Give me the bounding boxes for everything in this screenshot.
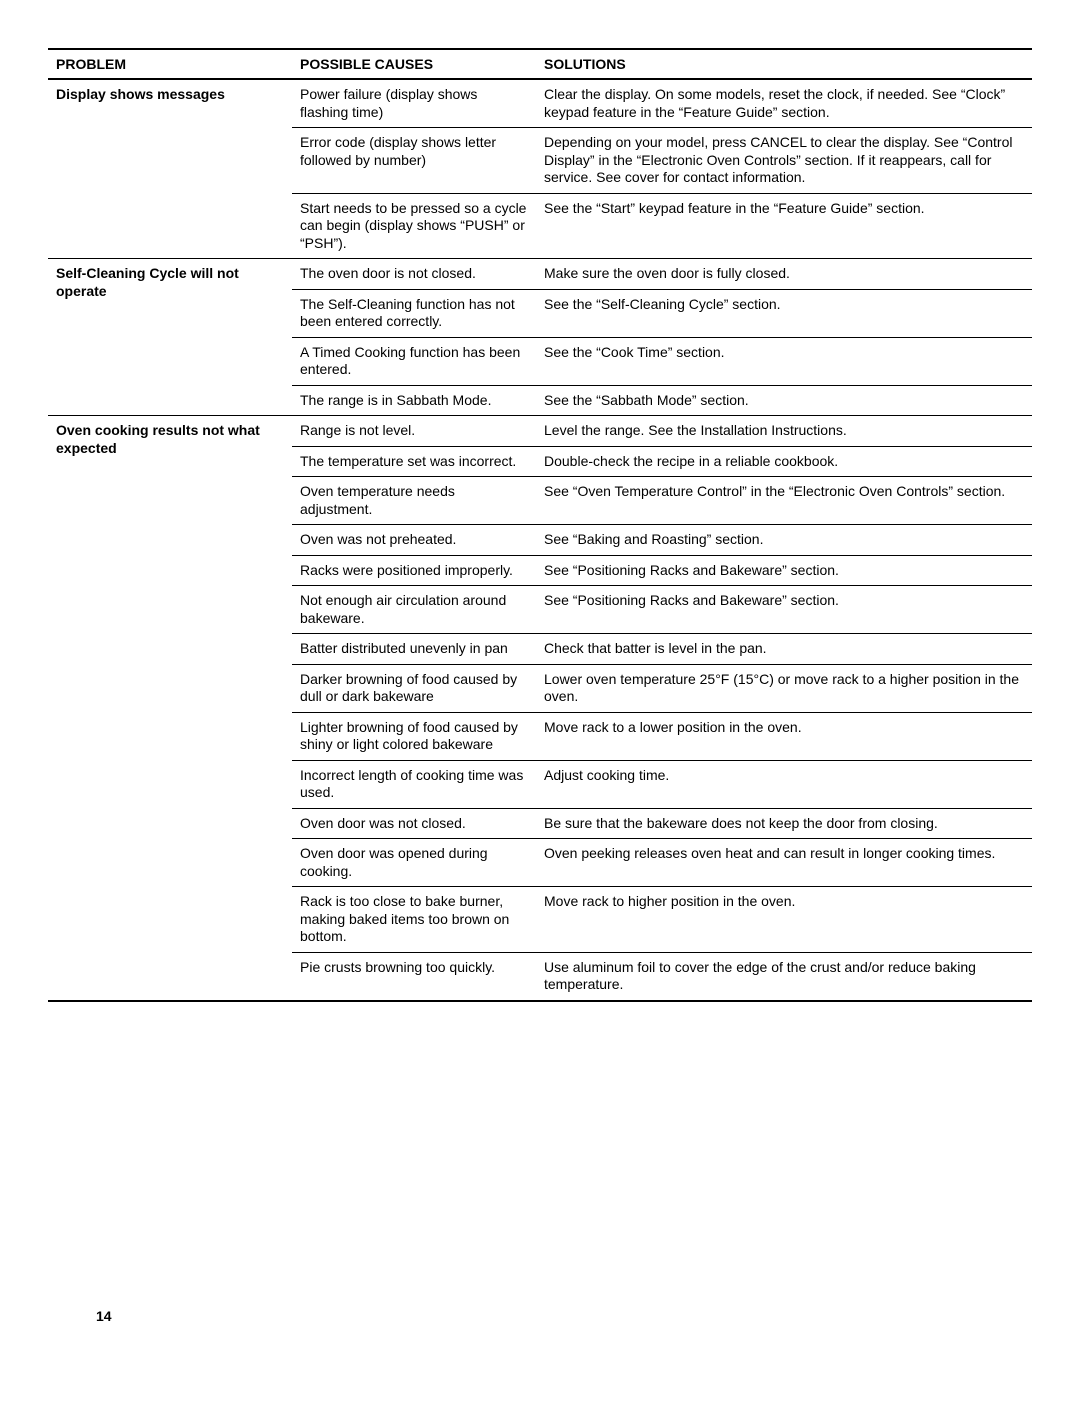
- solution-cell: Lower oven temperature 25°F (15°C) or mo…: [536, 664, 1032, 712]
- cause-cell: The oven door is not closed.: [292, 259, 536, 290]
- cause-cell: Rack is too close to bake burner, making…: [292, 887, 536, 953]
- solution-cell: See “Baking and Roasting” section.: [536, 525, 1032, 556]
- cause-cell: The Self-Cleaning function has not been …: [292, 289, 536, 337]
- solution-cell: Level the range. See the Installation In…: [536, 416, 1032, 447]
- table-row: Oven cooking results not what expectedRa…: [48, 416, 1032, 447]
- solution-cell: Be sure that the bakeware does not keep …: [536, 808, 1032, 839]
- solution-cell: Oven peeking releases oven heat and can …: [536, 839, 1032, 887]
- header-problem: PROBLEM: [48, 49, 292, 79]
- cause-cell: Lighter browning of food caused by shiny…: [292, 712, 536, 760]
- solution-cell: See “Positioning Racks and Bakeware” sec…: [536, 586, 1032, 634]
- problem-cell: Oven cooking results not what expected: [48, 416, 292, 1001]
- cause-cell: Start needs to be pressed so a cycle can…: [292, 193, 536, 259]
- cause-cell: Range is not level.: [292, 416, 536, 447]
- cause-cell: Oven door was opened during cooking.: [292, 839, 536, 887]
- solution-cell: Check that batter is level in the pan.: [536, 634, 1032, 665]
- solution-cell: Adjust cooking time.: [536, 760, 1032, 808]
- cause-cell: Incorrect length of cooking time was use…: [292, 760, 536, 808]
- solution-cell: Double-check the recipe in a reliable co…: [536, 446, 1032, 477]
- cause-cell: Batter distributed unevenly in pan: [292, 634, 536, 665]
- cause-cell: Darker browning of food caused by dull o…: [292, 664, 536, 712]
- cause-cell: Oven door was not closed.: [292, 808, 536, 839]
- table-row: Self-Cleaning Cycle will not operateThe …: [48, 259, 1032, 290]
- cause-cell: The temperature set was incorrect.: [292, 446, 536, 477]
- cause-cell: The range is in Sabbath Mode.: [292, 385, 536, 416]
- cause-cell: Not enough air circulation around bakewa…: [292, 586, 536, 634]
- solution-cell: See the “Sabbath Mode” section.: [536, 385, 1032, 416]
- problem-cell: Display shows messages: [48, 79, 292, 259]
- cause-cell: Racks were positioned improperly.: [292, 555, 536, 586]
- cause-cell: Oven was not preheated.: [292, 525, 536, 556]
- cause-cell: Oven temperature needs adjustment.: [292, 477, 536, 525]
- troubleshooting-table: PROBLEM POSSIBLE CAUSES SOLUTIONS Displa…: [48, 48, 1032, 1002]
- table-row: Display shows messagesPower failure (dis…: [48, 79, 1032, 128]
- cause-cell: A Timed Cooking function has been entere…: [292, 337, 536, 385]
- page-number: 14: [96, 1308, 112, 1324]
- cause-cell: Error code (display shows letter followe…: [292, 128, 536, 194]
- solution-cell: Move rack to a lower position in the ove…: [536, 712, 1032, 760]
- problem-cell: Self-Cleaning Cycle will not operate: [48, 259, 292, 416]
- solution-cell: See the “Start” keypad feature in the “F…: [536, 193, 1032, 259]
- solution-cell: See the “Self-Cleaning Cycle” section.: [536, 289, 1032, 337]
- solution-cell: See “Positioning Racks and Bakeware” sec…: [536, 555, 1032, 586]
- solution-cell: See “Oven Temperature Control” in the “E…: [536, 477, 1032, 525]
- solution-cell: Move rack to higher position in the oven…: [536, 887, 1032, 953]
- header-causes: POSSIBLE CAUSES: [292, 49, 536, 79]
- cause-cell: Pie crusts browning too quickly.: [292, 952, 536, 1001]
- table-header-row: PROBLEM POSSIBLE CAUSES SOLUTIONS: [48, 49, 1032, 79]
- solution-cell: Use aluminum foil to cover the edge of t…: [536, 952, 1032, 1001]
- solution-cell: Make sure the oven door is fully closed.: [536, 259, 1032, 290]
- cause-cell: Power failure (display shows flashing ti…: [292, 79, 536, 128]
- solution-cell: Clear the display. On some models, reset…: [536, 79, 1032, 128]
- solution-cell: Depending on your model, press CANCEL to…: [536, 128, 1032, 194]
- solution-cell: See the “Cook Time” section.: [536, 337, 1032, 385]
- header-solutions: SOLUTIONS: [536, 49, 1032, 79]
